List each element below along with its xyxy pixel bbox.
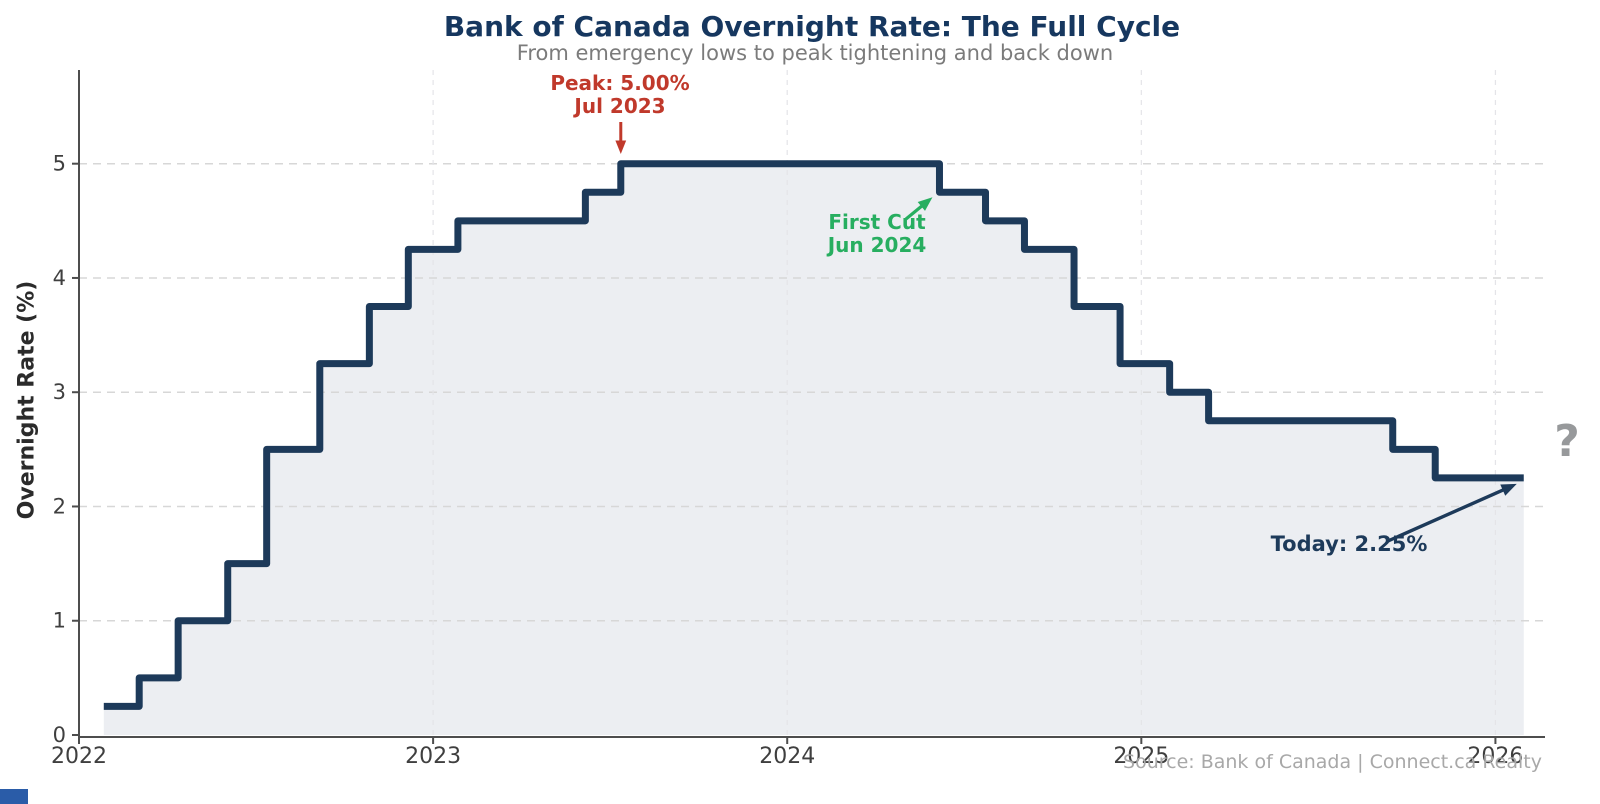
corner-artifact [0,789,28,804]
annotation-first-cut: First Cut Jun 2024 [828,211,927,257]
y-tick-label: 2 [53,494,66,518]
y-axis-title: Overnight Rate (%) [14,280,40,520]
annotation-first-cut-date: Jun 2024 [827,233,927,257]
x-tick-label: 2026 [1467,744,1523,769]
today-arrow-head [1500,483,1517,496]
today-arrow-shaft [1387,487,1506,543]
rate-area-fill [103,163,1524,735]
annotation-first-cut-label: First Cut [828,210,926,234]
y-tick-label: 0 [53,723,66,747]
y-tick-label: 4 [53,266,66,290]
x-tick-label: 2024 [759,744,815,769]
annotation-peak-date: Jul 2023 [574,94,666,118]
chart-title: Bank of Canada Overnight Rate: The Full … [443,10,1181,43]
source-credit: Source: Bank of Canada | Connect.ca Real… [1123,751,1542,773]
peak-arrow-head [615,140,627,154]
annotation-peak-value: Peak: 5.00% [550,71,690,95]
x-tick-label: 2023 [405,744,461,769]
y-tick-label: 1 [53,609,66,633]
rate-step-line [103,160,1524,710]
first-cut-arrow-head [917,197,933,211]
future-question-mark: ? [1554,416,1580,467]
x-tick-label: 2022 [51,744,107,769]
y-tick-label: 3 [53,380,66,404]
chart-subtitle: From emergency lows to peak tightening a… [516,41,1114,65]
first-cut-arrow-shaft [904,203,924,221]
annotation-peak: Peak: 5.00% Jul 2023 [550,72,689,118]
x-tick-label: 2025 [1113,744,1169,769]
y-tick-label: 5 [53,152,66,176]
annotation-today: Today: 2.25% [1270,532,1428,556]
